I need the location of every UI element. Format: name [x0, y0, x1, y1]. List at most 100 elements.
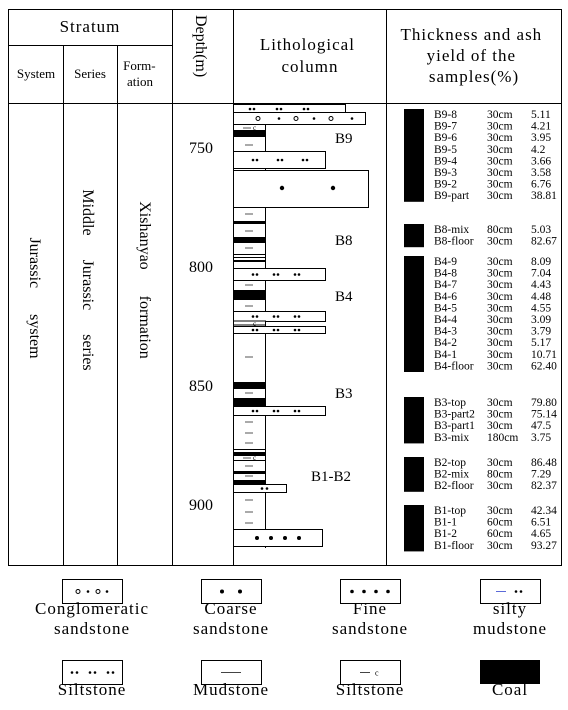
- legend-label: Siltstone: [336, 680, 405, 699]
- legend-label-line: Coarse: [204, 599, 257, 618]
- sample-ash: 82.37: [531, 480, 557, 492]
- header-thickness-line2: yield of the: [427, 46, 516, 65]
- legend-label: Coarse sandstone: [193, 599, 269, 638]
- lithological-column: c c c: [233, 104, 369, 548]
- pattern-dot: [251, 273, 255, 276]
- litho-layer-coal: [233, 398, 266, 406]
- sample-bar-b9: [404, 109, 424, 202]
- legend-item-conglomeratic-sandstone: Conglomeratic sandstone: [35, 579, 149, 638]
- sample-name: B3-part1: [434, 420, 475, 432]
- pattern-dot: [275, 107, 279, 111]
- pattern-dot: [374, 589, 378, 594]
- header-litho-line2: column: [282, 57, 339, 76]
- litho-layer-fine-sandstone: [233, 529, 323, 547]
- sample-ash: 5.11: [531, 109, 551, 121]
- sample-ash: 7.04: [531, 268, 551, 280]
- sample-name: B9-8: [434, 109, 457, 121]
- pattern-mark: c: [253, 320, 256, 328]
- pattern-dot: [283, 536, 287, 540]
- sample-name: B3-part2: [434, 409, 475, 421]
- sample-ash: 5.17: [531, 337, 551, 349]
- legend-label-line: Conglomeratic: [35, 599, 149, 618]
- legend-label: silty mudstone: [473, 599, 547, 638]
- sample-name: B9-7: [434, 121, 457, 133]
- sample-thickness: 60cm: [487, 528, 513, 540]
- pattern-dot: [272, 315, 276, 318]
- sample-thickness: 30cm: [487, 132, 513, 144]
- pattern-dot: [105, 590, 109, 593]
- pattern-dot: [272, 273, 276, 276]
- sample-thickness: 30cm: [487, 291, 513, 303]
- pattern-dot: [297, 315, 301, 318]
- sample-thickness: 30cm: [487, 256, 513, 268]
- pattern-dot: [350, 117, 354, 120]
- sample-name: B8-floor: [434, 236, 474, 248]
- sample-thickness: 30cm: [487, 337, 513, 349]
- sample-ash: 82.67: [531, 236, 557, 248]
- pattern-pebble: [75, 589, 81, 594]
- sample-ash: 4.55: [531, 302, 551, 314]
- sample-thickness: 30cm: [487, 349, 513, 361]
- pattern-dot: [86, 590, 90, 593]
- sample-thickness: 30cm: [487, 279, 513, 291]
- seam-label-b8: B8: [335, 233, 353, 249]
- pattern-dot: [297, 328, 301, 332]
- pattern-dot: [519, 590, 523, 593]
- sample-name: B9-4: [434, 155, 457, 167]
- litho-layer-coal: [233, 290, 266, 300]
- sample-thickness: 30cm: [487, 109, 513, 121]
- legend-label: Fine sandstone: [332, 599, 408, 638]
- legend-label: Siltstone: [58, 680, 127, 699]
- pattern-dot: [70, 671, 74, 674]
- sample-thickness: 30cm: [487, 397, 513, 409]
- legend-swatch-coal: [480, 660, 540, 684]
- litho-layer-siltstone: [233, 311, 326, 322]
- pattern-dot: [293, 315, 297, 318]
- sample-ash: 42.34: [531, 505, 557, 517]
- pattern-dot: [297, 409, 301, 413]
- sample-name: B4-1: [434, 349, 457, 361]
- litho-layer-coal: [233, 237, 266, 243]
- litho-layer-coal: [233, 382, 266, 389]
- sample-name: B4-9: [434, 256, 457, 268]
- pattern-pebble: [328, 116, 334, 121]
- pattern-dot: [248, 107, 252, 111]
- litho-layer-coal: [233, 260, 266, 262]
- pattern-dot: [251, 158, 255, 162]
- legend-swatch-coarse: [201, 579, 262, 604]
- sample-ash: 3.09: [531, 314, 551, 326]
- legend-item-siltstone-2: c Siltstone: [336, 660, 405, 699]
- legend-swatch-silty-mudstone: [480, 579, 541, 604]
- sample-ash: 4.21: [531, 121, 551, 133]
- pattern-dot: [293, 328, 297, 332]
- pattern-dot: [251, 328, 255, 332]
- legend-swatch-siltstone-alt: [340, 660, 401, 685]
- depth-axis: 750 800 850 900: [189, 140, 213, 514]
- sample-ash: 47.5: [531, 420, 551, 432]
- sample-ash: 7.29: [531, 469, 551, 481]
- sample-name: B3-top: [434, 397, 466, 409]
- sample-ash: 3.95: [531, 132, 551, 144]
- sample-name: B9-5: [434, 144, 457, 156]
- pattern-dot: [255, 273, 259, 276]
- sample-ash: 10.71: [531, 349, 557, 361]
- sample-name: B1-floor: [434, 540, 474, 552]
- legend-item-fine-sandstone: Fine sandstone: [332, 579, 408, 638]
- sample-thickness: 30cm: [487, 409, 513, 421]
- sample-table: B9-8 30cm 5.11 B9-7 30cm 4.21 B9-6 30cm 3.95 B9-5…: [404, 109, 557, 552]
- litho-layer-coarse-sandstone: [233, 170, 369, 208]
- sample-bar-b4: [404, 256, 424, 372]
- legend-label-line: sandstone: [332, 619, 408, 638]
- seam-labels: B9 B8 B4 B3 B1-B2: [311, 131, 353, 485]
- pattern-dot: [293, 409, 297, 413]
- legend-item-coal: Coal: [480, 660, 540, 699]
- depth-tick: 850: [189, 378, 213, 395]
- sample-thickness: 30cm: [487, 121, 513, 133]
- pattern-dot: [255, 409, 259, 413]
- sample-ash: 38.81: [531, 190, 557, 202]
- sample-bar-b8: [404, 224, 424, 248]
- litho-layer-mudstone: [233, 449, 266, 453]
- header-litho-line1: Lithological: [260, 35, 355, 54]
- header-series: Series: [74, 66, 106, 81]
